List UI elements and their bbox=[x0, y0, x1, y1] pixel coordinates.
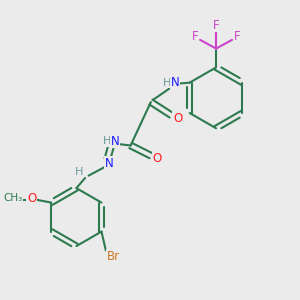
Text: H: H bbox=[103, 136, 111, 146]
Text: N: N bbox=[104, 157, 113, 170]
Text: H: H bbox=[163, 78, 172, 88]
Text: O: O bbox=[153, 152, 162, 165]
Text: F: F bbox=[213, 19, 219, 32]
Text: N: N bbox=[171, 76, 180, 89]
Text: F: F bbox=[234, 30, 241, 43]
Text: F: F bbox=[192, 30, 198, 43]
Text: N: N bbox=[111, 135, 120, 148]
Text: H: H bbox=[74, 167, 83, 177]
Text: O: O bbox=[173, 112, 182, 125]
Text: CH₃: CH₃ bbox=[3, 193, 22, 203]
Text: O: O bbox=[27, 192, 36, 205]
Text: Br: Br bbox=[106, 250, 120, 263]
